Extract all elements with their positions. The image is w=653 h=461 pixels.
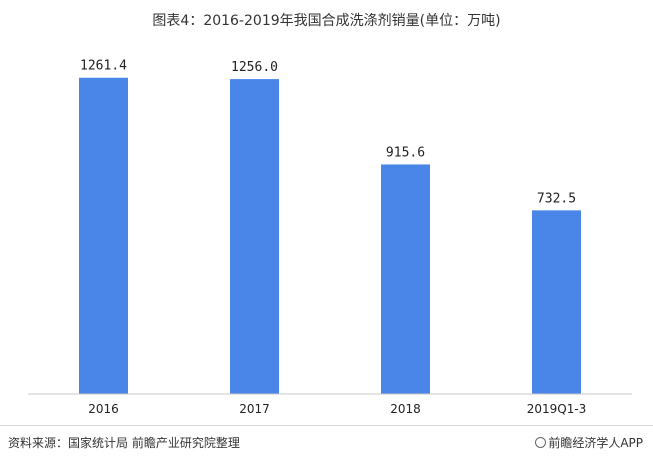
bar-2018 bbox=[381, 164, 430, 394]
footer: 资料来源：国家统计局 前瞻产业研究院整理 前瞻经济学人APP bbox=[0, 425, 653, 461]
value-label-2019Q1-3: 732.5 bbox=[537, 191, 576, 206]
bar-2016 bbox=[79, 77, 128, 395]
value-label-2018: 915.6 bbox=[386, 145, 425, 160]
bar-2017 bbox=[230, 79, 279, 395]
chart-title: 图表4：2016-2019年我国合成洗涤剂销量(单位：万吨) bbox=[152, 13, 501, 29]
bar-chart: 1261.4 2016 1256.0 2017 915.6 2018 732.5 2019Q1… bbox=[28, 59, 632, 416]
x-tick-label-2017: 2017 bbox=[239, 402, 270, 416]
source-note: 资料来源：国家统计局 前瞻产业研究院整理 bbox=[8, 436, 240, 450]
x-tick-label-2016: 2016 bbox=[88, 402, 119, 416]
qianzhan-logo-icon bbox=[535, 437, 547, 448]
value-label-2016: 1261.4 bbox=[80, 59, 127, 74]
x-tick-label-2018: 2018 bbox=[390, 402, 421, 416]
bar-group: 1261.4 2016 1256.0 2017 915.6 2018 732.5 2019Q1… bbox=[79, 59, 586, 416]
brand-label: 前瞻经济学人APP bbox=[535, 434, 643, 451]
brand-text: 前瞻经济学人APP bbox=[548, 436, 643, 450]
x-tick-label-2019Q1-3: 2019Q1-3 bbox=[527, 402, 587, 416]
value-label-2017: 1256.0 bbox=[231, 60, 278, 75]
bar-2019Q1-3 bbox=[532, 210, 581, 394]
